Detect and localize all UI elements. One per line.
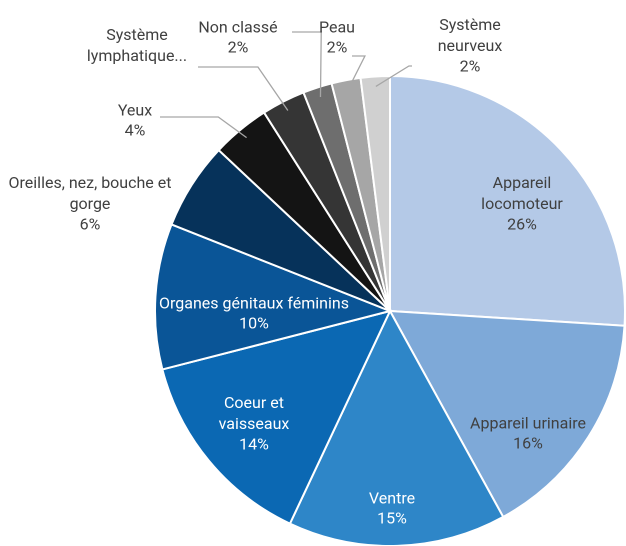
slice-label: Système lymphatique... (86, 25, 188, 65)
slice-label: Yeux (117, 100, 153, 119)
leader-line (347, 55, 366, 91)
value-label: 6% (79, 214, 101, 233)
value-label: 15% (377, 508, 407, 528)
slice-label: Système neurveux (437, 14, 503, 55)
slice-label: Non classé (198, 17, 278, 36)
pie-slice (389, 74, 626, 327)
slice-label: Appareil urinaire (470, 413, 586, 432)
pie-slice (388, 309, 626, 519)
slice-label: Appareil locomoteur (481, 172, 563, 213)
pie-slice (154, 223, 394, 371)
slice-label: Coeur et vaisseaux (218, 392, 290, 433)
pie-slice (359, 74, 391, 312)
slice-label: Ventre (368, 488, 416, 507)
slice-label: Peau (319, 17, 355, 36)
slice-label: Organes génitaux féminins (159, 293, 349, 312)
value-label: 16% (513, 433, 543, 453)
value-label: 14% (239, 434, 269, 453)
leader-line (160, 116, 247, 139)
slice-label: Oreilles, nez, bouche et gorge (8, 172, 172, 213)
value-label: 10% (239, 313, 269, 333)
pie-slice (161, 309, 392, 525)
leader-line (198, 66, 289, 111)
value-label: 2% (459, 56, 481, 75)
leader-line (375, 65, 412, 87)
value-label: 2% (326, 37, 348, 57)
value-label: 26% (507, 214, 537, 233)
value-label: 2% (227, 37, 249, 57)
leader-line (292, 31, 322, 98)
value-label: 4% (124, 120, 146, 140)
